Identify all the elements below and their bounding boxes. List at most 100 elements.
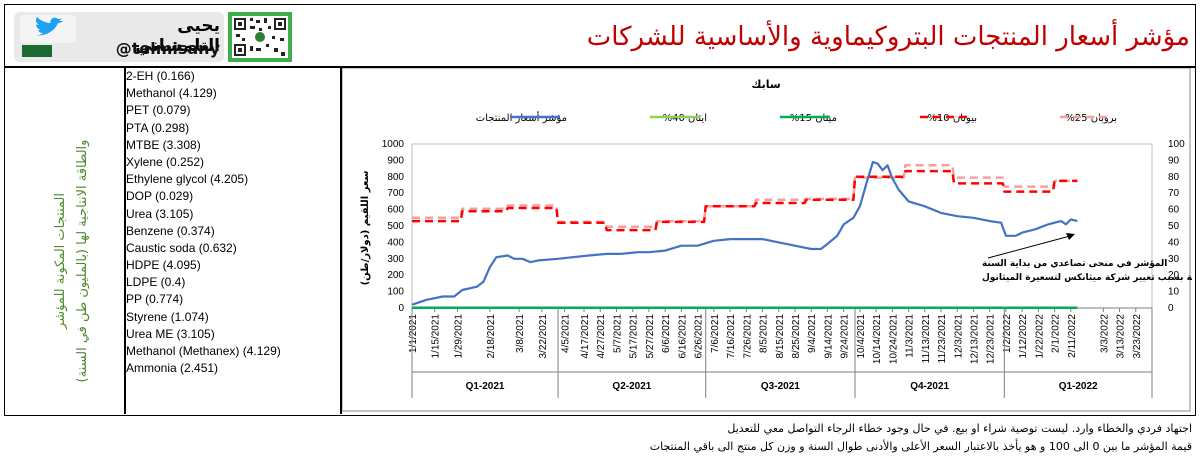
list-item: Ethylene glycol (4.205) xyxy=(126,172,249,187)
chart-title: سابك xyxy=(751,78,780,91)
y-tick-left: 400 xyxy=(387,237,404,248)
x-tick-label: 9/24/2021 xyxy=(840,314,851,359)
chart-series xyxy=(411,160,1078,309)
annotation-line2: هبط قليلا بداية السنة بسبب تغيير شركة مي… xyxy=(982,273,1192,283)
disclaimer-note: اجتهاد فردي والخطاء وارد. ليست توصية شرا… xyxy=(727,422,1192,435)
x-tick-label: 4/27/2021 xyxy=(596,314,607,359)
page-title: مؤشر أسعار المنتجات البتروكيماوية والأسا… xyxy=(586,22,1190,102)
sidebar-caption: المنتجات المكونة للمؤشر والطاقة الانتاجي… xyxy=(53,140,90,383)
annotation-line1: المؤشر في منحى تصاعدي من بداية السنة xyxy=(982,259,1167,269)
x-tick-label: 2/1/2022 xyxy=(1051,314,1062,353)
x-tick-label: 11/3/2021 xyxy=(905,314,916,358)
annotation-arrow xyxy=(987,235,1071,259)
legend-item: مؤشر أسعار المنتجات xyxy=(476,111,567,124)
x-tick-label: 9/4/2021 xyxy=(807,314,818,353)
legend-item: بيوتان 10% xyxy=(920,113,977,124)
x-tick-label: 5/27/2021 xyxy=(645,314,656,359)
y-tick-left: 500 xyxy=(387,221,404,232)
quarter-label: Q1-2022 xyxy=(1059,381,1098,392)
series-line-butane xyxy=(412,169,1078,232)
y-tick-right: 80 xyxy=(1168,172,1180,183)
y-tick-right: 50 xyxy=(1168,221,1180,232)
chart: سابك بروبان 25% بيوتان 10% ميثان 15% ايثان … xyxy=(342,68,1192,412)
x-tick-label: 9/14/2021 xyxy=(823,314,834,359)
x-tick-label: 5/17/2021 xyxy=(629,314,640,359)
list-item: Urea (3.105) xyxy=(126,206,194,221)
qr-code-icon xyxy=(228,12,292,62)
x-tick-label: 8/25/2021 xyxy=(791,314,802,359)
series-line-index_line xyxy=(411,160,1078,306)
x-tick-label: 3/23/2022 xyxy=(1132,314,1143,359)
list-item: DOP (0.029) xyxy=(126,189,194,204)
legend-label: ميثان 15% xyxy=(790,113,837,124)
y-tick-left: 1000 xyxy=(382,139,405,150)
x-tick-label: 6/6/2021 xyxy=(661,314,672,353)
legend-item: ميثان 15% xyxy=(780,113,837,124)
y-tick-left: 0 xyxy=(398,303,404,314)
twitter-bird-icon xyxy=(20,15,76,43)
arrow-head-icon xyxy=(1066,233,1075,240)
y-tick-right: 10 xyxy=(1168,287,1180,298)
legend-item: بروبان 25% xyxy=(1060,113,1117,124)
x-tick-label: 11/23/2021 xyxy=(937,314,948,364)
x-tick-label: 1/22/2022 xyxy=(1034,314,1045,359)
flag-icon xyxy=(22,45,52,57)
y-tick-left: 100 xyxy=(387,287,404,298)
x-tick-label: 1/12/2022 xyxy=(1018,314,1029,359)
x-tick-label: 8/15/2021 xyxy=(775,314,786,359)
x-tick-label: 3/3/2022 xyxy=(1099,314,1110,353)
x-tick-label: 12/13/2021 xyxy=(969,314,980,364)
x-tick-label: 10/4/2021 xyxy=(856,314,867,359)
header-divider xyxy=(4,66,1196,68)
x-tick-label: 4/5/2021 xyxy=(561,314,572,353)
y-tick-right: 30 xyxy=(1168,254,1180,265)
legend-label: بيوتان 10% xyxy=(927,113,977,124)
y-tick-right: 0 xyxy=(1168,303,1174,314)
quarter-label: Q4-2021 xyxy=(910,381,949,392)
quarter-label: Q2-2021 xyxy=(612,381,651,392)
list-item: Styrene (1.074) xyxy=(126,309,209,324)
quarter-label: Q1-2021 xyxy=(466,381,505,392)
x-tick-label: 8/5/2021 xyxy=(759,314,770,353)
y-tick-right: 60 xyxy=(1168,205,1180,216)
list-item: LDPE (0.4) xyxy=(126,275,186,290)
list-item: Caustic soda (0.632) xyxy=(126,240,237,255)
x-tick-label: 7/6/2021 xyxy=(710,314,721,353)
x-tick-label: 6/16/2021 xyxy=(677,314,688,359)
index-explanation-note: قيمة المؤشر ما بين 0 الى 100 و هو يأخذ ب… xyxy=(649,440,1192,453)
x-tick-label: 3/8/2021 xyxy=(515,314,526,353)
x-tick-label: 6/26/2021 xyxy=(694,314,705,359)
x-tick-label: 3/22/2021 xyxy=(538,314,549,359)
x-tick-label: 7/26/2021 xyxy=(742,314,753,359)
y-tick-left: 900 xyxy=(387,155,404,166)
y-axis-label: سعر اللقيم (دولار/طن) xyxy=(360,170,371,285)
y-tick-right: 100 xyxy=(1168,139,1185,150)
x-tick-label: 10/14/2021 xyxy=(872,314,883,364)
y-tick-right: 20 xyxy=(1168,270,1180,281)
list-item: PP (0.774) xyxy=(126,292,184,307)
x-tick-label: 1/15/2021 xyxy=(431,314,442,359)
list-item: Xylene (0.252) xyxy=(126,154,205,169)
author-handle: @telmisany xyxy=(115,39,220,58)
y-tick-right: 90 xyxy=(1168,155,1180,166)
product-list: 2-EH (0.166) Methanol (4.129) PET (0.079… xyxy=(126,68,336,377)
x-tick-label: 1/29/2021 xyxy=(453,314,464,359)
list-item: Urea ME (3.105) xyxy=(126,326,215,341)
list-item: PTA (0.298) xyxy=(126,120,190,135)
sidebar-caption-line1: المنتجات المكونة للمؤشر xyxy=(53,193,68,330)
sidebar-caption-line2: والطاقة الانتاجية لها (بالمليون طن في ال… xyxy=(75,140,90,383)
x-tick-label: 12/23/2021 xyxy=(986,314,997,364)
author-name: يحيى التلمساني xyxy=(135,16,220,56)
list-item: Methanol (Methanex) (4.129) xyxy=(126,344,281,358)
x-tick-label: 7/16/2021 xyxy=(726,314,737,359)
y-tick-left: 800 xyxy=(387,172,404,183)
x-tick-label: 5/7/2021 xyxy=(612,314,623,353)
y-tick-right: 40 xyxy=(1168,237,1180,248)
x-tick-label: 11/13/2021 xyxy=(921,314,932,364)
legend-label: بروبان 25% xyxy=(1065,113,1117,124)
y-tick-left: 600 xyxy=(387,205,404,216)
x-tick-label: 4/17/2021 xyxy=(580,314,591,359)
x-tick-label: 12/3/2021 xyxy=(953,314,964,359)
y-tick-left: 700 xyxy=(387,188,404,199)
annotation: المؤشر في منحى تصاعدي من بداية السنة هبط… xyxy=(982,233,1192,283)
